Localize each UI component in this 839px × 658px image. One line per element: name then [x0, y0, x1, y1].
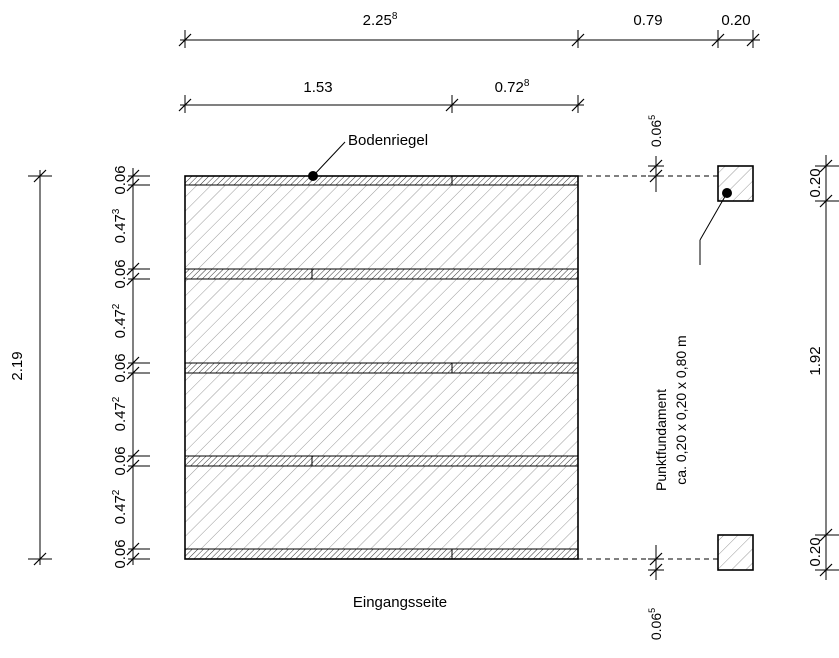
segment-label: 0.06 [112, 446, 129, 475]
left-part-width-label: 1.53 [303, 79, 332, 96]
footing-top-label: 0.20 [807, 168, 824, 197]
segment-label: 0.472 [111, 489, 129, 524]
left-segment-labels: 0.06 0.473 0.06 0.472 0.06 0.472 0.06 0.… [111, 165, 129, 568]
footing-span-label: 1.92 [807, 346, 824, 375]
slab-outlines [184, 175, 579, 560]
point-foundation-bottom [717, 534, 754, 571]
segment-label: 0.06 [112, 259, 129, 288]
right-footing-dimension-line [815, 155, 839, 580]
right-part-width-label: 0.728 [495, 78, 530, 96]
point-foundation-title: Punktfundament [653, 389, 669, 491]
segment-label: 0.06 [112, 539, 129, 568]
offset-dimension-line [648, 156, 664, 580]
overall-width-label: 2.258 [363, 11, 398, 29]
gap-width-label: 0.79 [633, 12, 662, 29]
top-overall-dimension-line [178, 30, 760, 48]
offset-top-label: 0.065 [647, 115, 664, 147]
sill-beam-label: Bodenriegel [348, 132, 428, 149]
left-overall-dimension-line [28, 169, 52, 566]
dashed-extension-lines [578, 175, 718, 560]
segment-label: 0.06 [112, 165, 129, 194]
point-foundation-size: ca. 0,20 x 0,20 x 0,80 m [673, 335, 689, 484]
footing-bottom-label: 0.20 [807, 537, 824, 566]
point-foundation-top [717, 165, 754, 202]
segment-label: 0.473 [111, 208, 129, 243]
overall-depth-label: 2.19 [9, 351, 26, 380]
point-foundation-callout [699, 192, 728, 265]
footing-width-label: 0.20 [721, 12, 750, 29]
segment-label: 0.06 [112, 353, 129, 382]
sill-beams [185, 176, 578, 559]
entrance-side-label: Eingangsseite [353, 594, 447, 611]
floor-slabs [185, 185, 578, 549]
segment-label: 0.472 [111, 396, 129, 431]
segment-label: 0.472 [111, 303, 129, 338]
left-segment-dimension-line [126, 168, 150, 566]
sill-beam-callout [308, 141, 346, 181]
offset-bottom-label: 0.065 [647, 608, 664, 640]
top-part-dimension-line [178, 95, 585, 113]
